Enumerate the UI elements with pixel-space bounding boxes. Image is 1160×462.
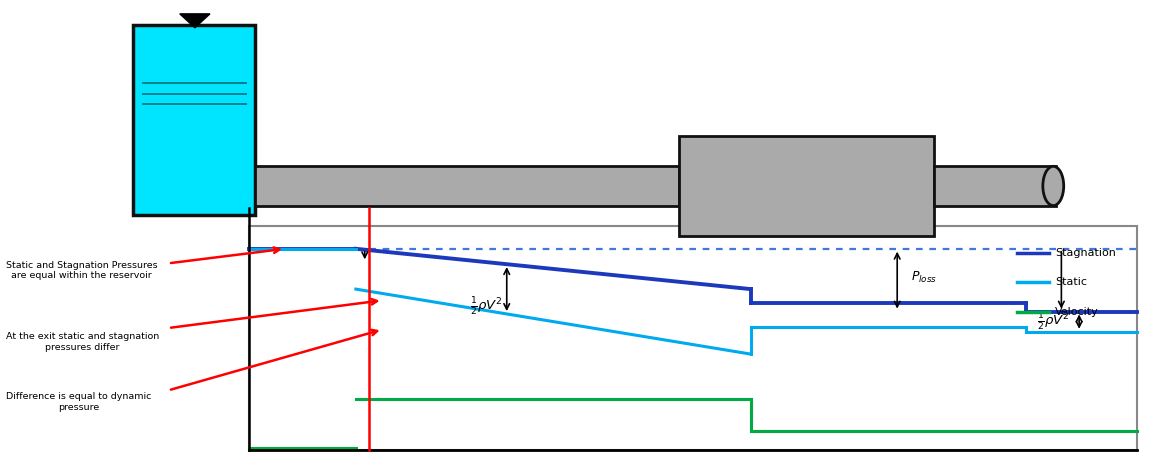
Text: Static: Static bbox=[1056, 277, 1087, 287]
Bar bbox=[133, 25, 255, 215]
Text: Static and Stagnation Pressures
are equal within the reservoir: Static and Stagnation Pressures are equa… bbox=[6, 261, 158, 280]
Ellipse shape bbox=[1043, 166, 1064, 206]
Text: $\frac{1}{2}\rho V^2$: $\frac{1}{2}\rho V^2$ bbox=[470, 296, 502, 318]
Text: $P_{loss}$: $P_{loss}$ bbox=[911, 270, 937, 286]
Text: $\frac{1}{2}\rho V^2$: $\frac{1}{2}\rho V^2$ bbox=[1037, 310, 1071, 333]
Bar bbox=[249, 226, 1137, 450]
Text: At the exit static and stagnation
pressures differ: At the exit static and stagnation pressu… bbox=[6, 332, 159, 352]
Text: Difference is equal to dynamic
pressure: Difference is equal to dynamic pressure bbox=[6, 392, 151, 412]
Polygon shape bbox=[180, 14, 210, 28]
Text: Velocity: Velocity bbox=[1056, 306, 1099, 316]
Bar bbox=[255, 166, 679, 206]
Bar bbox=[934, 166, 1056, 206]
Bar bbox=[679, 136, 934, 236]
Text: Stagnation: Stagnation bbox=[1056, 248, 1116, 258]
